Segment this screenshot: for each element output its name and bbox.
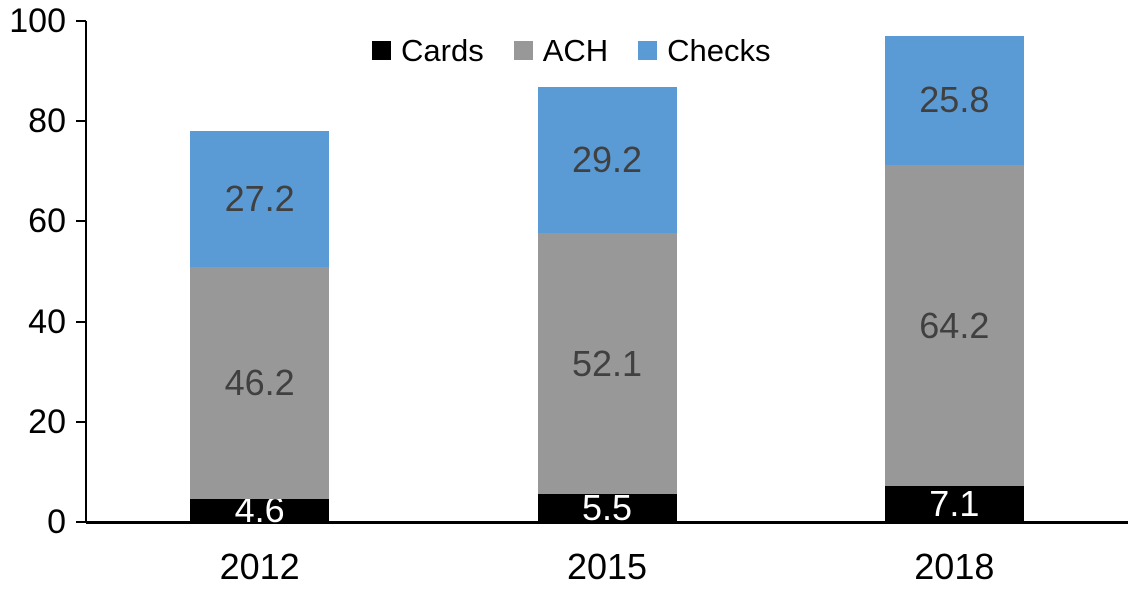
legend-item-checks: Checks (638, 32, 771, 68)
legend-item-ach: ACH (513, 32, 609, 68)
y-axis-tick (76, 20, 86, 22)
y-axis-tick (76, 420, 86, 423)
y-axis-tick-label: 60 (28, 202, 66, 241)
y-axis-tick-label: 0 (47, 503, 66, 541)
chart-legend: Cards ACH Checks (372, 30, 771, 70)
y-axis-tick (76, 220, 86, 223)
bar-segment-cards-2015 (537, 494, 677, 522)
legend-label-cards: Cards (401, 32, 484, 68)
bar-value-label-ach-2018: 64.2 (919, 304, 990, 346)
bar-segment-checks-2018 (884, 35, 1024, 165)
legend-swatch-checks-icon (638, 40, 658, 60)
bar-segment-cards-2018 (884, 486, 1024, 522)
y-axis-tick-label: 100 (9, 2, 66, 40)
bar-value-label-cards-2015: 5.5 (581, 487, 633, 529)
y-axis-tick (76, 120, 86, 123)
x-axis-category-label-2018: 2018 (914, 546, 995, 587)
bar-value-label-ach-2015: 52.1 (571, 342, 643, 384)
bar-segment-checks-2015 (537, 87, 677, 234)
legend-swatch-ach-icon (513, 40, 533, 60)
y-axis-line (85, 21, 87, 522)
y-axis-tick-label: 40 (28, 302, 66, 341)
legend-item-cards: Cards (372, 35, 484, 66)
bar-value-label-checks-2012: 27.2 (224, 178, 295, 220)
legend-label-ach: ACH (542, 32, 609, 68)
bar-segment-ach-2015 (537, 233, 677, 495)
x-axis-line (86, 521, 1128, 524)
bar-segment-ach-2018 (884, 164, 1024, 487)
bar-value-label-cards-2018: 7.1 (929, 483, 980, 525)
y-axis-tick-label: 80 (28, 102, 66, 141)
bar-segment-checks-2012 (190, 131, 330, 268)
x-axis-category-label-2015: 2015 (566, 546, 648, 587)
bar-value-label-ach-2012: 46.2 (224, 362, 295, 404)
y-axis-tick-label: 20 (28, 402, 66, 441)
legend-label-checks: Checks (667, 32, 771, 68)
y-axis-tick (76, 521, 86, 523)
bar-value-label-checks-2015: 29.2 (571, 139, 643, 181)
bar-value-label-checks-2018: 25.8 (919, 79, 990, 121)
bar-segment-ach-2012 (190, 267, 330, 499)
bar-segment-cards-2012 (190, 498, 330, 522)
y-axis-tick (76, 320, 86, 323)
x-axis-category-label-2012: 2012 (219, 546, 300, 587)
legend-swatch-cards-icon (372, 40, 391, 60)
